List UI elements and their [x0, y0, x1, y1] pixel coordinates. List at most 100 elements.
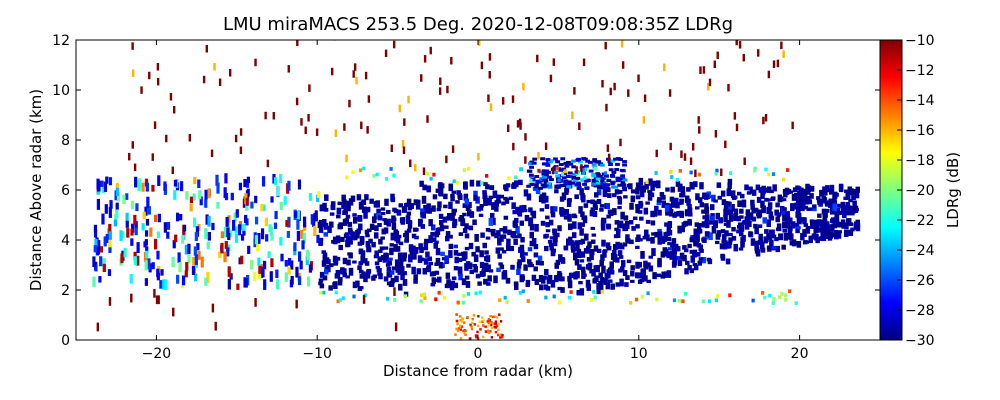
- radar-cell: [220, 242, 224, 254]
- radar-cell: [445, 235, 450, 242]
- radar-cell: [615, 282, 621, 287]
- radar-cell: [103, 181, 108, 192]
- radar-cell: [842, 213, 847, 219]
- radar-cell: [336, 299, 340, 304]
- radar-cell: [706, 191, 712, 195]
- radar-cell: [852, 200, 857, 208]
- radar-cell: [674, 197, 679, 205]
- radar-cell: [661, 200, 667, 208]
- radar-cell: [767, 234, 772, 240]
- radar-cell: [496, 194, 501, 203]
- radar-cell: [403, 294, 408, 299]
- radar-cell: [453, 282, 459, 289]
- radar-cell: [569, 240, 574, 245]
- radar-cell: [778, 233, 783, 237]
- radar-cell: [834, 210, 839, 218]
- radar-cell: [455, 200, 460, 204]
- radar-cell: [820, 233, 826, 240]
- radar-cell: [399, 256, 405, 262]
- radar-cell: [494, 322, 498, 325]
- radar-cell: [145, 182, 149, 192]
- radar-cell: [390, 193, 395, 201]
- radar-cell: [473, 254, 479, 263]
- radar-cell: [693, 264, 699, 271]
- radar-cell: [451, 145, 455, 153]
- radar-cell: [396, 209, 402, 216]
- radar-cell: [306, 252, 310, 261]
- radar-cell: [512, 142, 515, 151]
- y-tick-label: 8: [61, 133, 70, 149]
- radar-cell: [380, 236, 385, 240]
- radar-cell: [634, 297, 639, 302]
- radar-cell: [463, 193, 469, 201]
- radar-cell: [188, 133, 192, 142]
- radar-cell: [473, 266, 478, 273]
- radar-cell: [202, 75, 206, 84]
- radar-cell: [415, 199, 421, 206]
- radar-cell: [566, 180, 572, 184]
- radar-cell: [828, 231, 834, 239]
- radar-cell: [364, 194, 369, 201]
- radar-cell: [638, 177, 644, 186]
- radar-cell: [413, 199, 419, 206]
- radar-cell: [375, 266, 381, 270]
- radar-cell: [850, 227, 855, 232]
- radar-cell: [387, 272, 393, 278]
- radar-cell: [360, 255, 365, 264]
- radar-cell: [567, 280, 573, 289]
- radar-cell: [602, 191, 608, 198]
- radar-cell: [667, 221, 673, 229]
- radar-cell: [516, 261, 522, 269]
- radar-cell: [689, 268, 695, 274]
- radar-cell: [543, 172, 549, 176]
- radar-cell: [568, 162, 574, 166]
- radar-cell: [782, 214, 787, 222]
- radar-cell: [726, 188, 731, 197]
- radar-cell: [507, 229, 512, 236]
- radar-cell: [515, 235, 521, 239]
- radar-cell: [440, 251, 445, 257]
- radar-cell: [493, 322, 496, 325]
- radar-cell: [425, 251, 430, 258]
- radar-cell: [550, 249, 556, 256]
- radar-cell: [483, 200, 488, 206]
- radar-cell: [591, 182, 596, 186]
- radar-cell: [193, 246, 197, 256]
- radar-cell: [767, 208, 772, 214]
- radar-cell: [663, 248, 669, 257]
- radar-cell: [701, 257, 706, 264]
- radar-cell: [684, 209, 690, 217]
- radar-cell: [134, 227, 138, 236]
- radar-cell: [485, 255, 491, 263]
- radar-cell: [571, 165, 577, 169]
- radar-cell: [468, 242, 474, 250]
- radar-cell: [780, 41, 783, 50]
- radar-cell: [728, 237, 733, 243]
- radar-cell: [342, 199, 347, 204]
- radar-cell: [371, 275, 376, 281]
- radar-cell: [423, 242, 429, 251]
- radar-cell: [756, 196, 762, 203]
- radar-cell: [625, 221, 630, 229]
- radar-cell: [760, 247, 766, 253]
- radar-cell: [141, 182, 145, 192]
- radar-cell: [756, 211, 762, 219]
- radar-cell: [151, 184, 155, 192]
- radar-cell: [768, 293, 772, 298]
- radar-cell: [785, 211, 790, 220]
- radar-cell: [469, 211, 475, 218]
- radar-cell: [421, 195, 427, 204]
- radar-cell: [99, 246, 103, 253]
- radar-cell: [641, 273, 646, 281]
- radar-cell: [621, 186, 627, 190]
- radar-cell: [499, 336, 502, 339]
- radar-cell: [477, 281, 482, 286]
- radar-cell: [478, 320, 481, 324]
- radar-cell: [713, 199, 718, 203]
- radar-cell: [677, 260, 683, 267]
- radar-cell: [666, 224, 672, 233]
- colorbar-tick-label: −30: [905, 333, 935, 349]
- radar-cell: [489, 185, 495, 190]
- radar-cell: [660, 237, 666, 244]
- radar-cell: [406, 211, 412, 216]
